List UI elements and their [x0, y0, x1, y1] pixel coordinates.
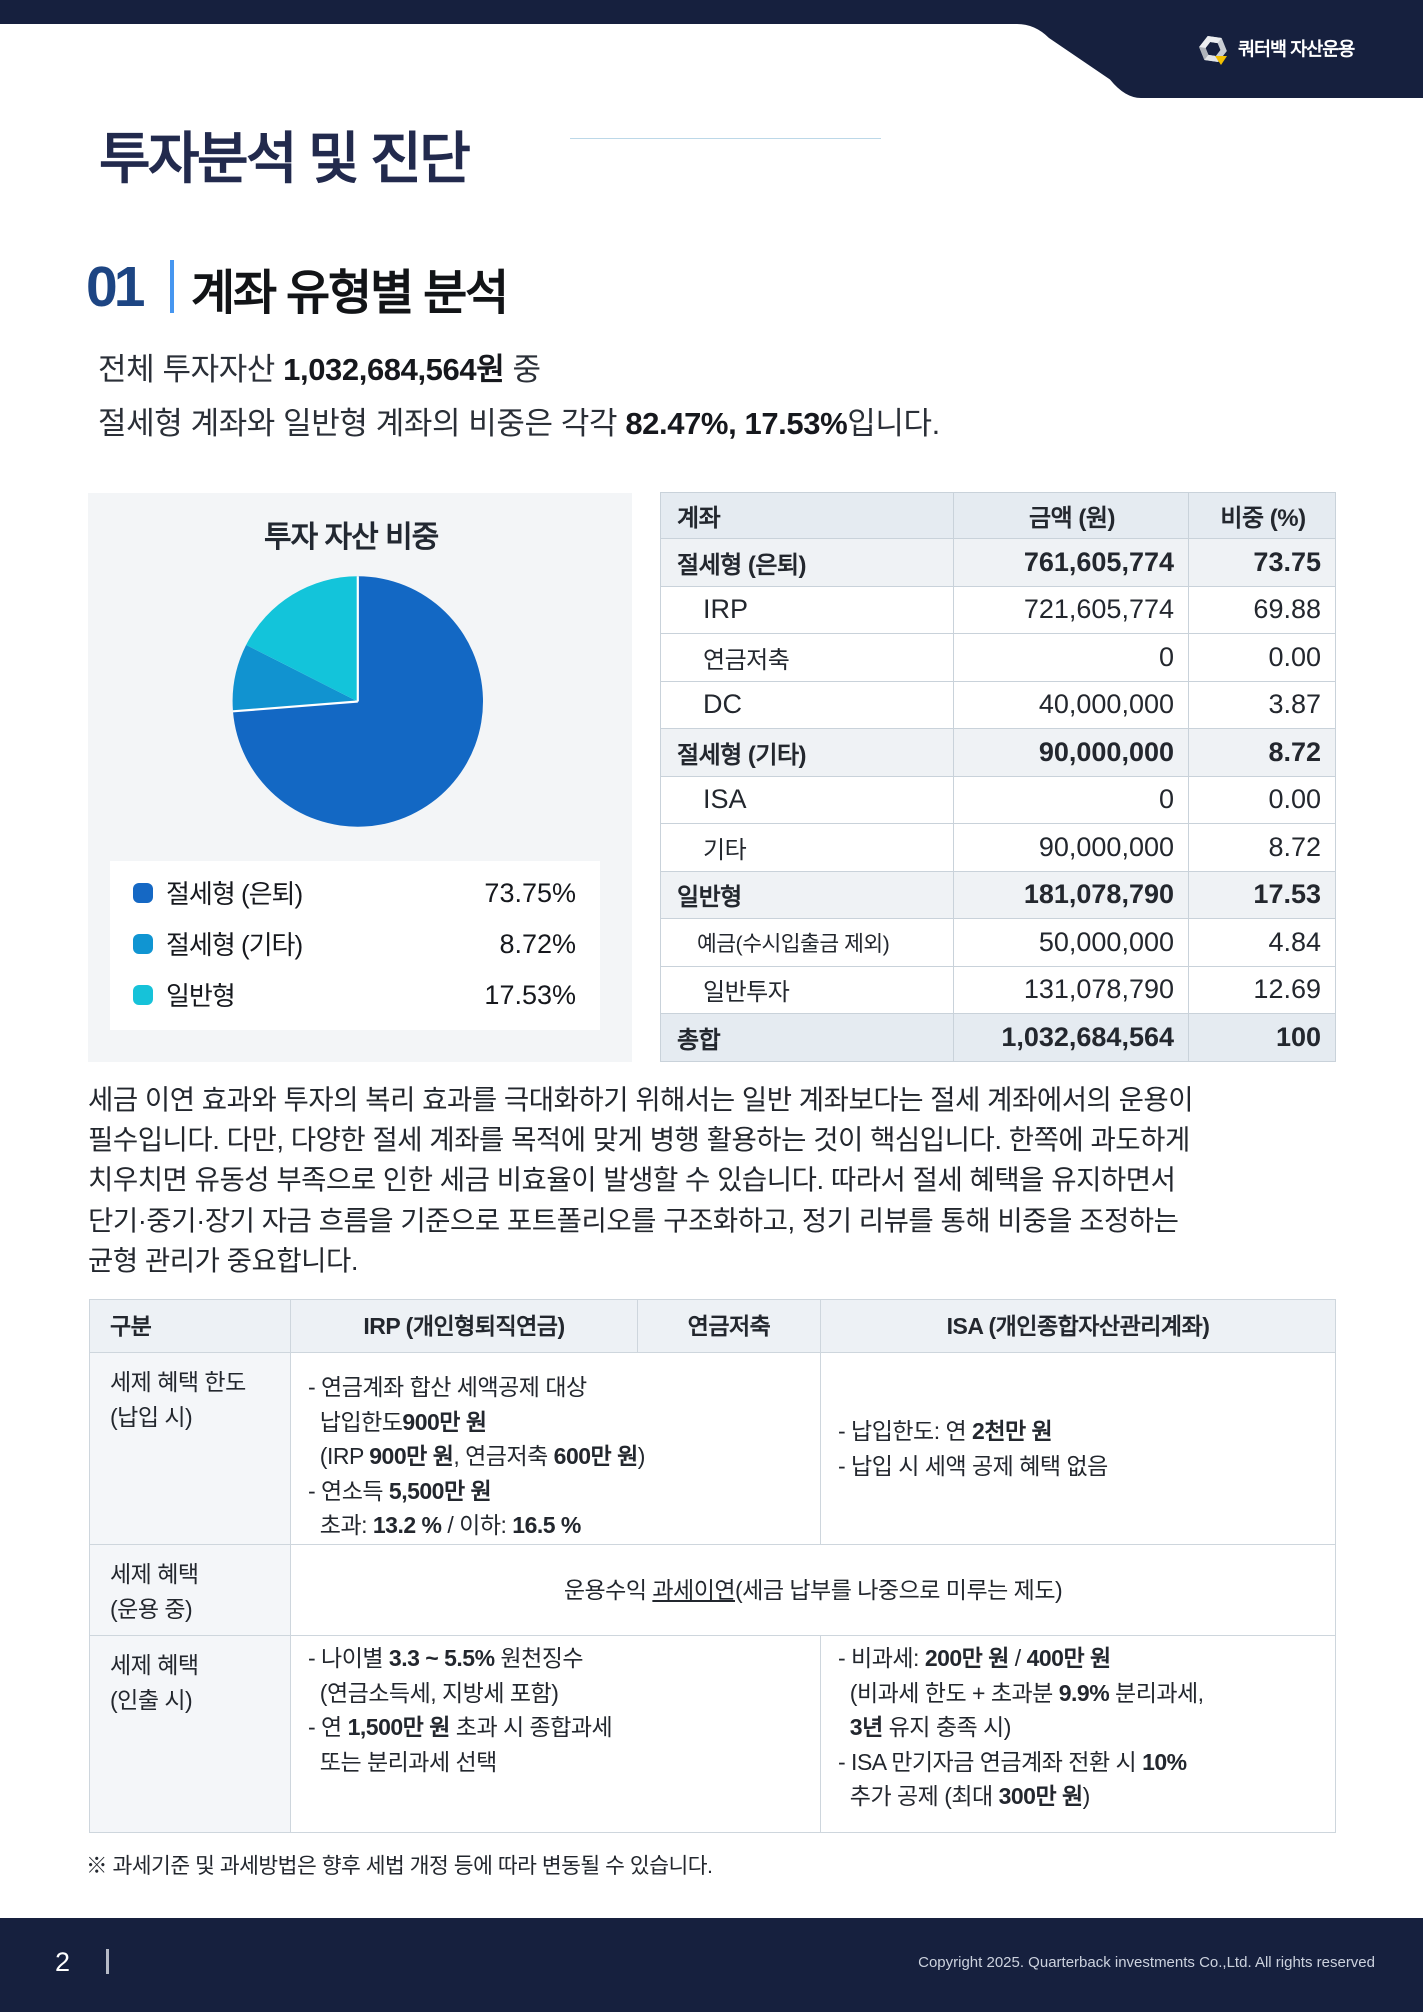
svg-text:쿼터백 자산운용: 쿼터백 자산운용	[1238, 39, 1355, 60]
